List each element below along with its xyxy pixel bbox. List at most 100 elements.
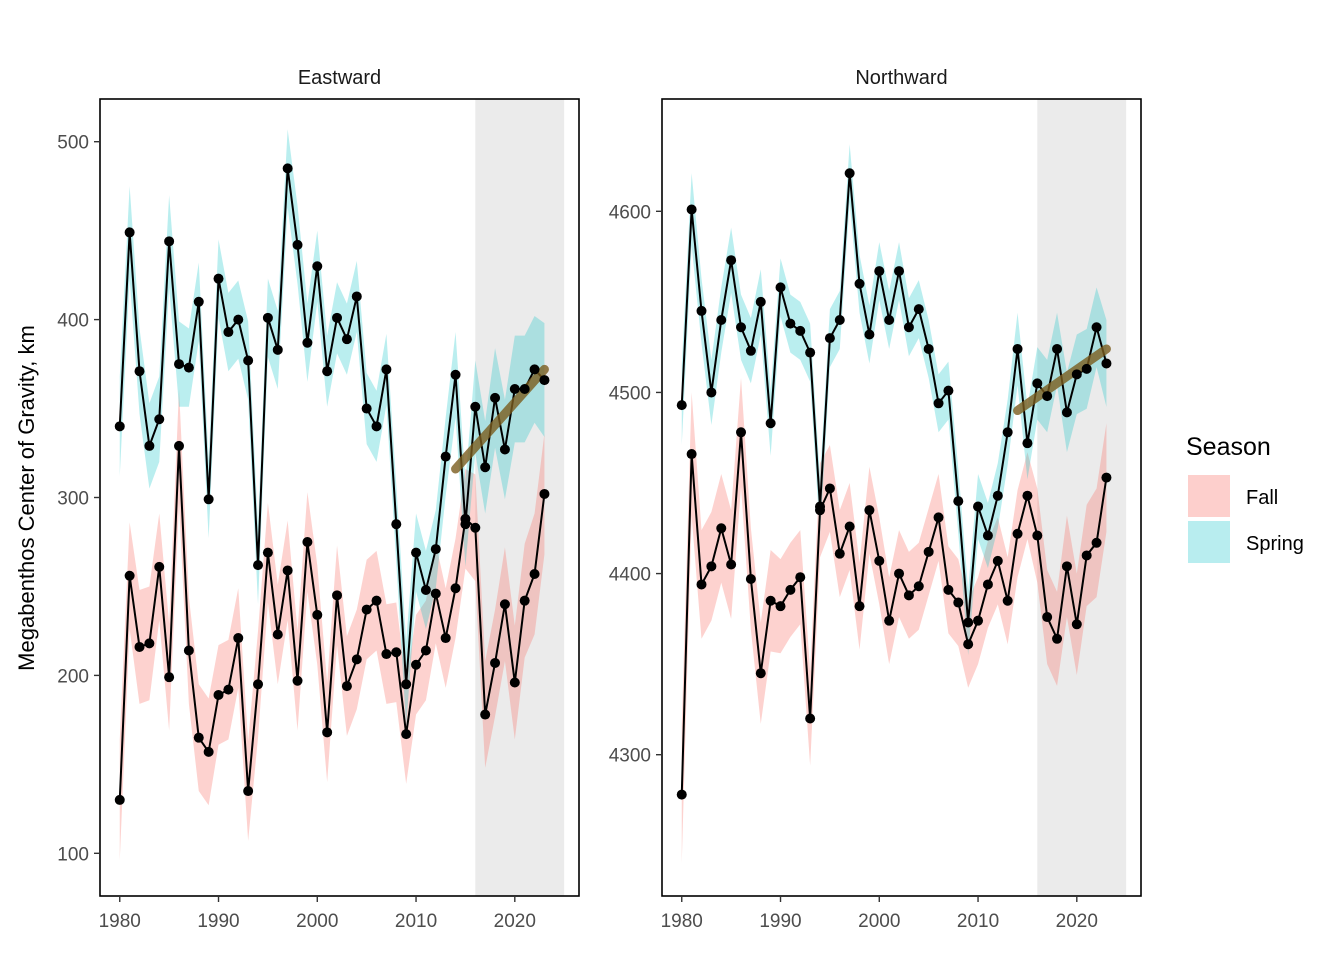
fall-data-point [992, 555, 1003, 566]
fall-data-point [233, 633, 244, 644]
spring-data-point [193, 296, 204, 307]
recent-period-shade [475, 99, 565, 896]
panel-border [661, 98, 1142, 897]
fall-data-point [676, 789, 687, 800]
spring-data-point [460, 519, 471, 530]
x-tick-label: 2010 [395, 911, 437, 932]
fall-data-point [351, 654, 362, 665]
spring-data-point [272, 344, 283, 355]
spring-data-point [154, 414, 165, 425]
spring-data-point [174, 359, 185, 370]
fall-data-point [903, 590, 914, 601]
spring-data-point [361, 403, 372, 414]
spring-data-point [834, 314, 845, 325]
recent-period-shade [1037, 99, 1127, 896]
fall-data-point [834, 548, 845, 559]
x-tick-label: 1980 [661, 911, 703, 932]
spring-data-point [223, 327, 234, 338]
spring-data-point [253, 560, 264, 571]
spring-data-point [371, 421, 382, 432]
fall-data-point [864, 505, 875, 516]
fall-data-point [923, 546, 934, 557]
legend-title: Season [1186, 433, 1271, 461]
spring-confidence-ribbon [681, 144, 1107, 656]
fall-data-point [480, 709, 491, 720]
spring-data-point [815, 501, 826, 512]
spring-data-point [963, 617, 974, 628]
fall-data-point [272, 629, 283, 640]
fall-data-point [312, 609, 323, 620]
fall-data-point [726, 559, 737, 570]
fall-data-point [114, 794, 125, 805]
spring-data-point [430, 544, 441, 555]
legend-label-fall: Fall [1246, 487, 1278, 509]
y-axis-title: Megabenthos Center of Gravity, km [14, 325, 39, 671]
fall-data-point [411, 659, 422, 670]
y-tick-label: 4400 [609, 565, 651, 586]
spring-data-point [411, 547, 422, 558]
spring-data-point [736, 322, 747, 333]
fall-data-point [361, 604, 372, 615]
x-tick-label: 1990 [759, 911, 801, 932]
spring-data-point [233, 314, 244, 325]
spring-data-point [933, 398, 944, 409]
fall-data-point [1012, 528, 1023, 539]
fall-data-point [539, 488, 550, 499]
spring-data-point [1002, 427, 1013, 438]
spring-data-point [312, 261, 323, 272]
fall-data-point [401, 729, 412, 740]
spring-data-point [213, 273, 224, 284]
legend-key-spring [1188, 521, 1230, 563]
fall-data-point [203, 746, 214, 757]
spring-data-point [903, 322, 914, 333]
legend-key-fall [1188, 475, 1230, 517]
x-tick-label: 1990 [197, 911, 239, 932]
spring-data-point [499, 444, 510, 455]
x-tick-label: 2020 [494, 911, 536, 932]
fall-data-point [253, 679, 264, 690]
y-tick-label: 300 [57, 489, 89, 510]
spring-data-point [529, 364, 540, 375]
legend-label-spring: Spring [1246, 533, 1304, 555]
spring-data-point [824, 333, 835, 344]
fall-data-point [913, 581, 924, 592]
spring-data-point [401, 679, 412, 690]
y-tick-label: 4500 [609, 383, 651, 404]
fall-data-point [282, 565, 293, 576]
fall-data-point [499, 599, 510, 610]
spring-data-point [381, 364, 392, 375]
fall-data-point [1002, 595, 1013, 606]
fall-data-point [1042, 612, 1053, 623]
spring-data-point [874, 266, 885, 277]
y-tick-label: 4300 [609, 746, 651, 767]
fall-data-point [844, 521, 855, 532]
fall-data-point [183, 645, 194, 656]
spring-data-point [341, 334, 352, 345]
spring-data-point [913, 304, 924, 315]
spring-data-point [391, 519, 402, 530]
spring-data-point [1022, 438, 1033, 449]
y-tick-label: 200 [57, 666, 89, 687]
fall-data-point [134, 641, 145, 652]
spring-data-point [805, 347, 816, 358]
spring-data-point [982, 530, 993, 541]
fall-data-point [450, 583, 461, 594]
fall-data-point [805, 713, 816, 724]
spring-data-point [420, 585, 431, 596]
spring-data-point [943, 385, 954, 396]
spring-data-point [539, 375, 550, 386]
fall-data-point [1081, 550, 1092, 561]
fall-data-point [223, 684, 234, 695]
spring-data-point [282, 163, 293, 174]
fall-data-point [706, 561, 717, 572]
fall-data-point [371, 595, 382, 606]
spring-data-point [332, 312, 343, 323]
spring-data-point [203, 494, 214, 505]
trend-line [1013, 344, 1111, 416]
spring-data-point [134, 366, 145, 377]
spring-data-point [795, 325, 806, 336]
legend: Season Fall Spring [1186, 433, 1304, 563]
fall-data-point [440, 633, 451, 644]
fall-data-point [696, 579, 707, 590]
